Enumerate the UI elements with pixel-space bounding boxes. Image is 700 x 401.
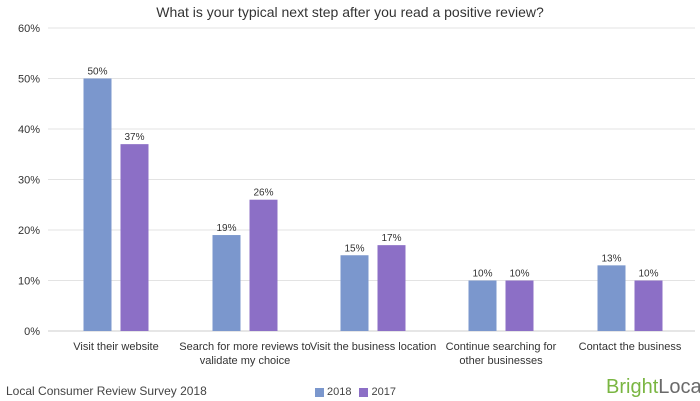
bar-2017-2 [377,245,406,331]
legend-swatch-2018 [315,387,324,397]
y-tick-label: 50% [18,74,40,86]
bar-2017-0 [120,144,149,331]
source-note: Local Consumer Review Survey 2018 [6,384,207,398]
legend-label-2017: 2017 [371,386,396,398]
data-label-2017-1: 26% [253,188,273,199]
data-label-2018-1: 19% [216,223,236,234]
bar-2018-2 [340,255,369,331]
bar-2017-1 [249,199,278,331]
data-label-2017-2: 17% [381,233,401,244]
legend-item-2017: 2017 [359,386,396,398]
x-tick-label: other businesses [459,355,543,367]
y-tick-label: 40% [18,124,40,136]
data-label-2018-2: 15% [344,243,364,254]
legend-swatch-2017 [359,387,369,397]
bar-2018-0 [83,78,112,331]
y-tick-label: 20% [18,225,40,237]
data-label-2017-3: 10% [509,269,529,280]
x-tick-label: Visit their website [73,341,158,353]
y-tick-label: 30% [18,175,40,187]
legend-label-2018: 2018 [327,386,352,398]
x-tick-label: Continue searching for [446,341,557,353]
legend-item-2018: 2018 [315,386,351,398]
bar-2017-3 [505,280,534,331]
data-label-2017-4: 10% [638,269,658,280]
y-tick-label: 10% [18,276,40,288]
brightlocal-logo: BrightLocal [606,376,700,398]
bar-2018-1 [212,235,241,331]
data-label-2018-4: 13% [601,253,621,264]
chart-title: What is your typical next step after you… [156,4,544,20]
y-tick-label: 0% [24,326,40,338]
x-tick-label: validate my choice [200,355,291,367]
bar-2018-3 [468,280,497,331]
data-label-2017-0: 37% [124,132,144,143]
x-tick-label: Search for more reviews to [179,341,310,353]
bar-2018-4 [597,265,626,331]
x-tick-label: Contact the business [579,341,682,353]
data-label-2018-3: 10% [472,269,492,280]
legend: 2018 2017 [315,386,400,398]
bar-2017-4 [634,280,663,331]
x-tick-label: Visit the business location [310,341,436,353]
y-tick-label: 60% [18,23,40,35]
data-label-2018-0: 50% [87,67,107,78]
